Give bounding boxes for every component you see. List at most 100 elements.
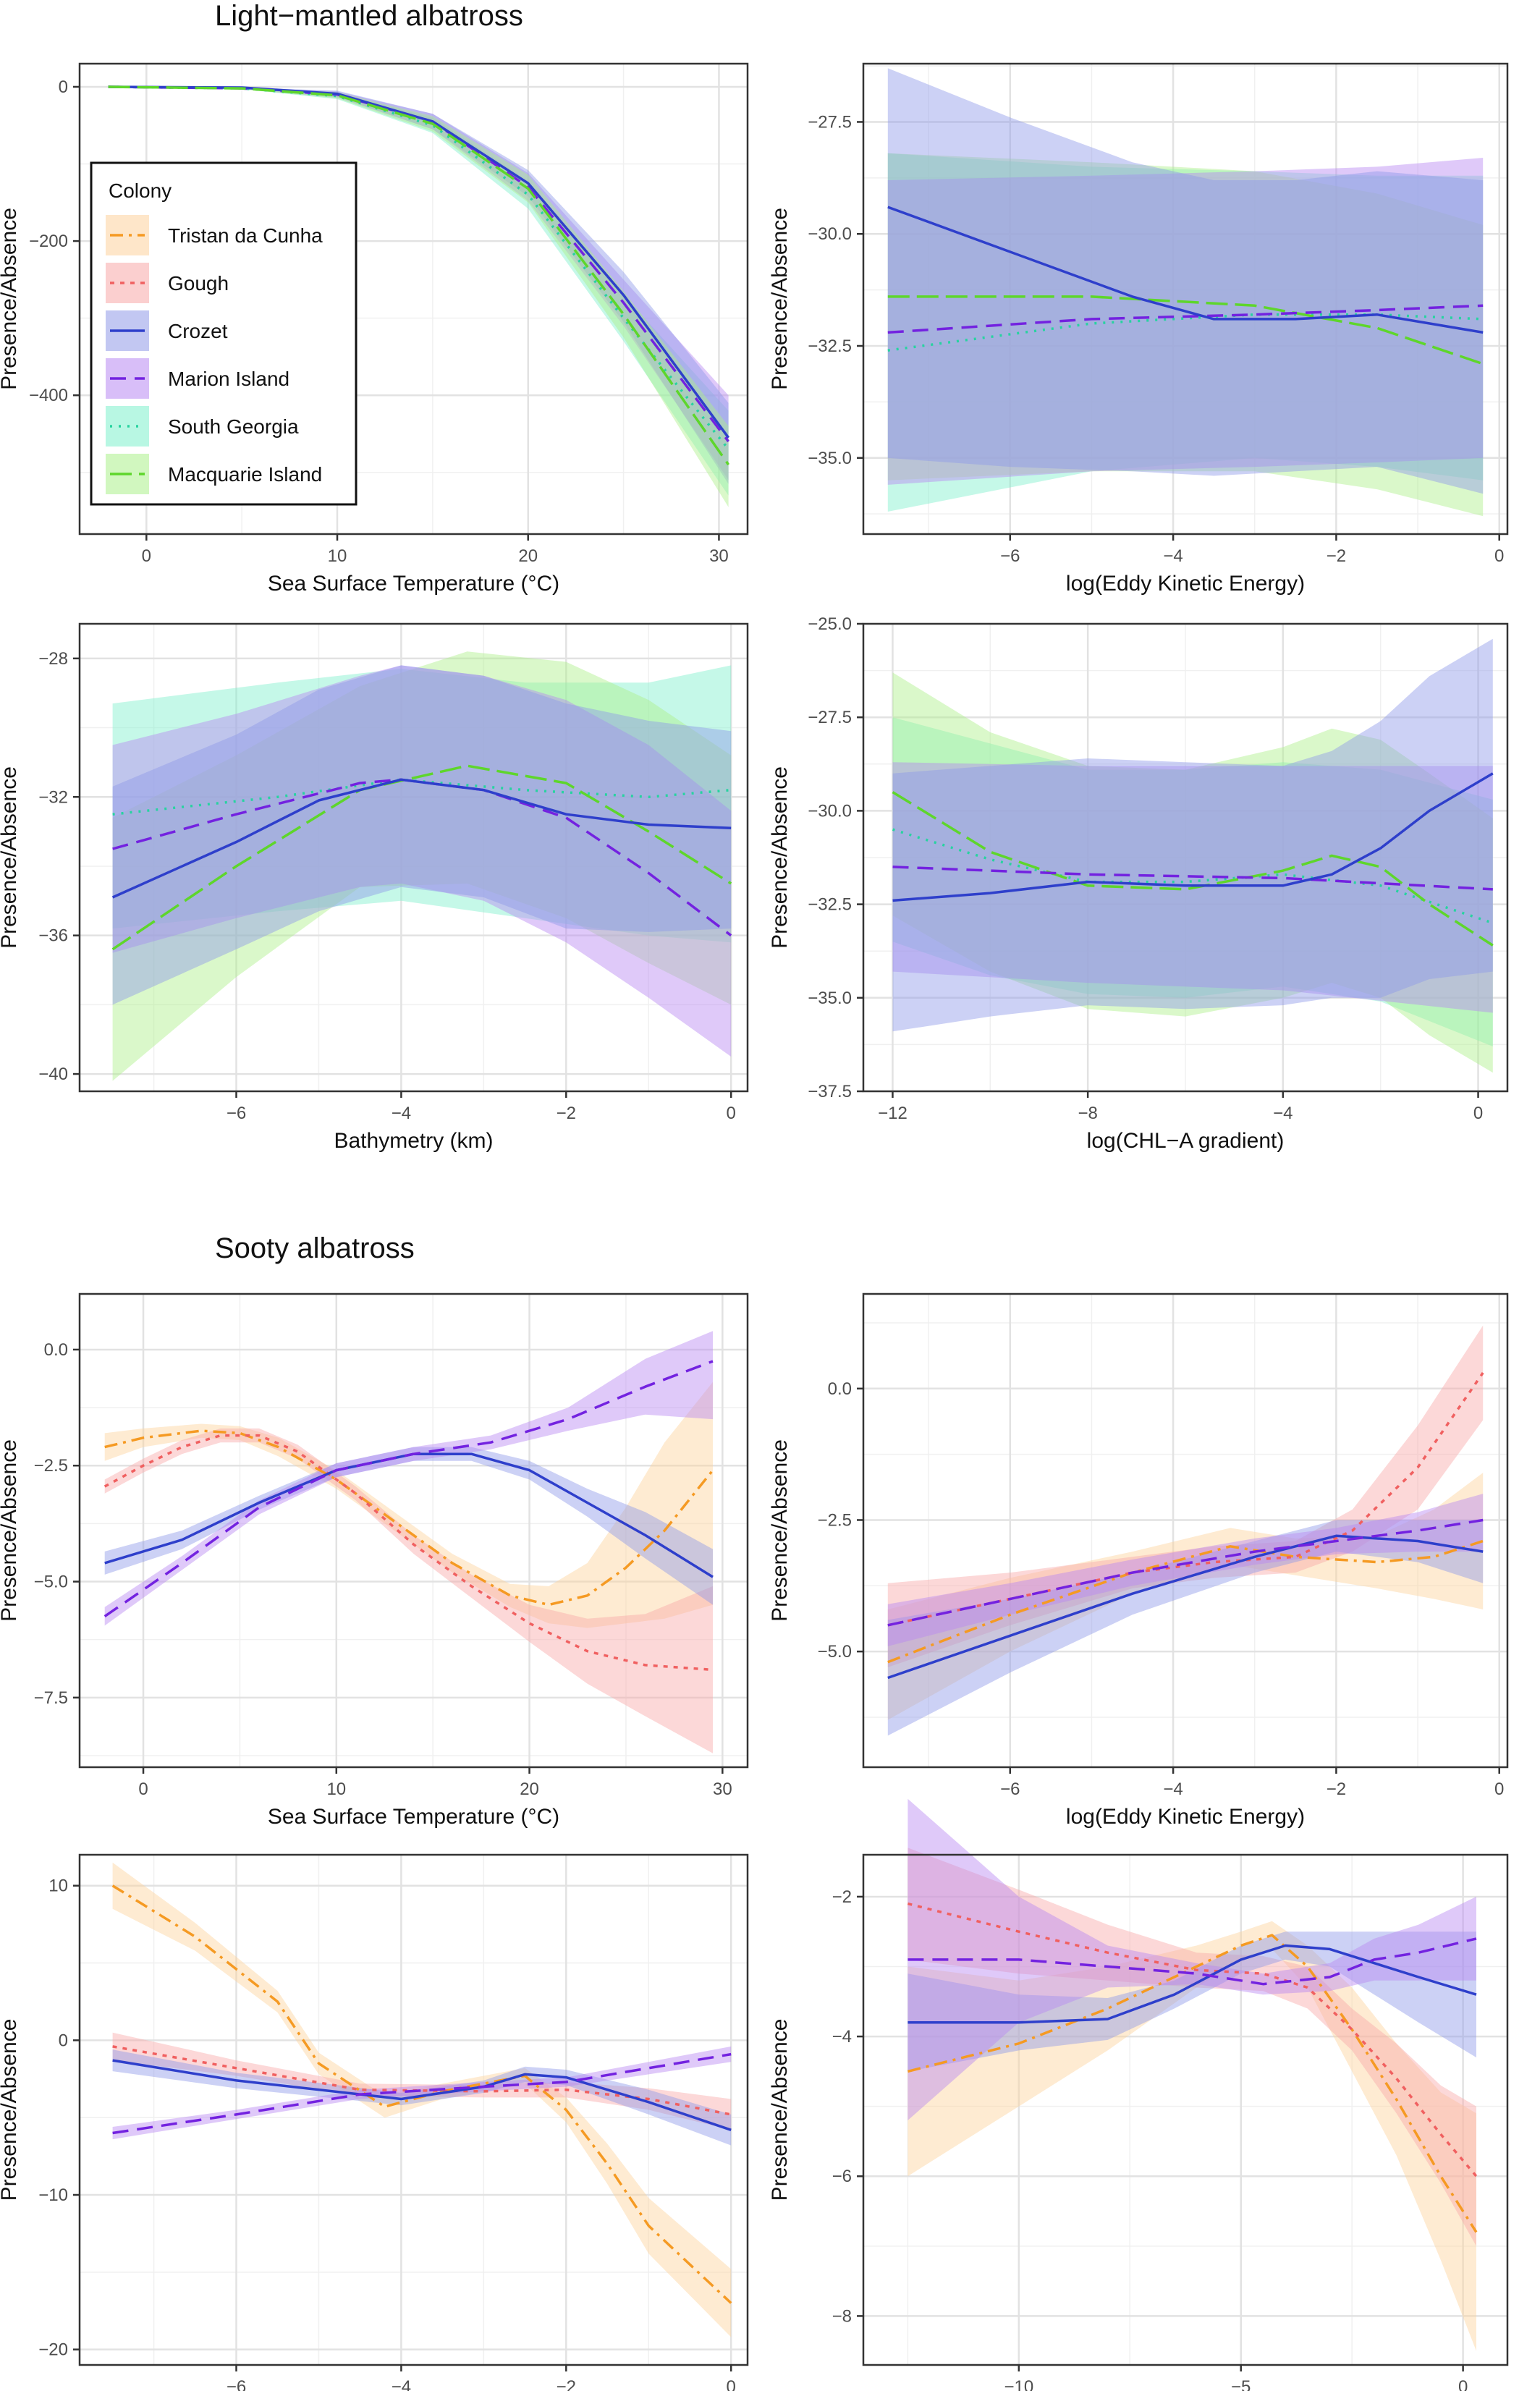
x-tick-label: 0 [138, 1780, 148, 1799]
y-axis-title: Presence/Absence [0, 208, 21, 390]
section-title-light-mantled: Light−mantled albatross [215, 0, 523, 32]
legend-item-marion-island: Marion Island [106, 358, 289, 399]
series-line-tristan-da-cunha [111, 1884, 732, 2304]
chart-panel-3: −6 −4 −2 0 −40 −36 −32 −28 Bathymetry (km) Presen… [0, 622, 749, 1153]
ribbon-crozet [108, 87, 729, 484]
series-line-south-georgia [892, 828, 1494, 925]
y-tick-label: −32.5 [808, 895, 852, 915]
series-line-macquarie-island [887, 295, 1484, 365]
y-axis-title: Presence/Absence [768, 766, 792, 949]
x-tick-label: −4 [392, 1104, 411, 1123]
legend-item-crozet: Crozet [106, 310, 228, 351]
y-tick-label: −36 [38, 926, 68, 946]
ribbon-gough [908, 1848, 1476, 2246]
series-line-crozet [111, 778, 732, 899]
legend-label: Marion Island [168, 368, 289, 390]
plot-background [80, 1855, 748, 2365]
x-tick-label: 0 [727, 1104, 736, 1123]
section-title-sooty: Sooty albatross [215, 1232, 415, 1264]
series-line-crozet [908, 1944, 1477, 2024]
legend-item-tristan-da-cunha: Tristan da Cunha [106, 215, 323, 255]
legend-label: Macquarie Island [168, 463, 322, 486]
plot-frame [78, 1853, 749, 2366]
ribbon-crozet [892, 638, 1493, 1032]
x-tick-label: 10 [328, 546, 347, 566]
y-tick-label: −200 [29, 232, 68, 251]
x-tick-label: 30 [713, 1780, 732, 1799]
y-tick-label: −28 [38, 649, 68, 669]
y-axis-title: Presence/Absence [0, 2019, 21, 2201]
chart-panel-8: −10−50−8−6−4−2log(CHL−A gradient)Presenc… [768, 1798, 1509, 2391]
x-tick-label: −6 [1000, 546, 1020, 566]
series-line-tristan-da-cunha [104, 1429, 714, 1607]
y-tick-label: −30.0 [808, 801, 852, 821]
y-tick-label: −5.0 [34, 1573, 68, 1592]
x-axis-title: Sea Surface Temperature (°C) [268, 1805, 559, 1829]
ribbon-gough [104, 1428, 713, 1753]
series-line-marion-island [887, 1518, 1484, 1627]
ribbon-macquarie-island [892, 672, 1493, 1073]
series-line-macquarie-island [108, 85, 730, 466]
ribbon-marion-island [112, 2046, 732, 2140]
x-tick-label: 20 [520, 1780, 539, 1799]
ribbon-gough [887, 1325, 1484, 1667]
plot-background [863, 1294, 1507, 1767]
ribbon-crozet [112, 665, 732, 1005]
y-tick-label: −27.5 [808, 708, 852, 727]
x-tick-label: −5 [1231, 2377, 1251, 2391]
ribbon-crozet [908, 1931, 1476, 2072]
y-tick-label: −35.0 [808, 989, 852, 1008]
y-tick-label: 0.0 [828, 1379, 852, 1399]
y-axis-title: Presence/Absence [768, 208, 792, 390]
x-tick-label: 0 [1494, 1780, 1504, 1799]
plot-frame [78, 62, 749, 536]
legend-item-macquarie-island: Macquarie Island [106, 454, 322, 494]
y-tick-label: −37.5 [808, 1082, 852, 1101]
x-tick-label: −6 [227, 2377, 246, 2391]
y-axis-title: Presence/Absence [768, 2019, 792, 2201]
legend-item-south-georgia: South Georgia [106, 406, 299, 447]
y-tick-label: −8 [832, 2306, 852, 2326]
x-tick-label: 10 [326, 1780, 346, 1799]
series-line-crozet [887, 1534, 1484, 1680]
x-axis-title: log(Eddy Kinetic Energy) [1066, 1805, 1305, 1829]
plot-frame [862, 62, 1509, 536]
y-tick-label: −4 [832, 2027, 852, 2047]
ribbon-macquarie-island [887, 153, 1484, 517]
ribbon-south-georgia [887, 153, 1484, 512]
series-line-crozet [112, 2059, 732, 2131]
x-tick-label: −6 [227, 1104, 246, 1123]
series-line-macquarie-island [892, 791, 1494, 947]
series-line-crozet [104, 1452, 714, 1578]
y-tick-label: −5.0 [818, 1642, 852, 1662]
y-tick-label: −35.0 [808, 449, 852, 468]
y-axis-title: Presence/Absence [0, 1439, 21, 1622]
y-tick-label: −32.5 [808, 337, 852, 356]
legend-title: Colony [109, 179, 172, 202]
y-tick-label: 0.0 [44, 1340, 68, 1360]
y-tick-label: −2.5 [34, 1456, 68, 1476]
ribbon-tristan-da-cunha [112, 1862, 732, 2337]
y-tick-label: −27.5 [808, 112, 852, 132]
y-tick-label: −2 [832, 1887, 852, 1907]
ribbon-macquarie-island [108, 87, 729, 507]
y-tick-label: −2.5 [818, 1510, 852, 1530]
ribbon-marion-island [104, 1331, 713, 1626]
series-line-marion-island [112, 778, 732, 937]
legend-label: Crozet [168, 320, 228, 342]
series-line-marion-island [103, 1360, 714, 1618]
x-tick-label: −4 [1163, 1780, 1182, 1799]
y-tick-label: −30.0 [808, 224, 852, 244]
plot-frame [862, 622, 1509, 1093]
x-tick-label: −4 [1163, 546, 1182, 566]
chart-panel-5: 0 10 20 30 −7.5 −5.0 −2.5 0.0 Sea Surface Temper… [0, 1292, 749, 1829]
series-line-marion-island [892, 866, 1493, 891]
y-tick-label: −25.0 [808, 614, 852, 634]
y-axis-title: Presence/Absence [0, 766, 21, 949]
plot-frame [78, 622, 749, 1093]
x-tick-label: −6 [1000, 1780, 1020, 1799]
x-tick-label: −2 [1327, 1780, 1346, 1799]
plot-background [863, 64, 1507, 534]
y-tick-label: −400 [29, 386, 68, 405]
